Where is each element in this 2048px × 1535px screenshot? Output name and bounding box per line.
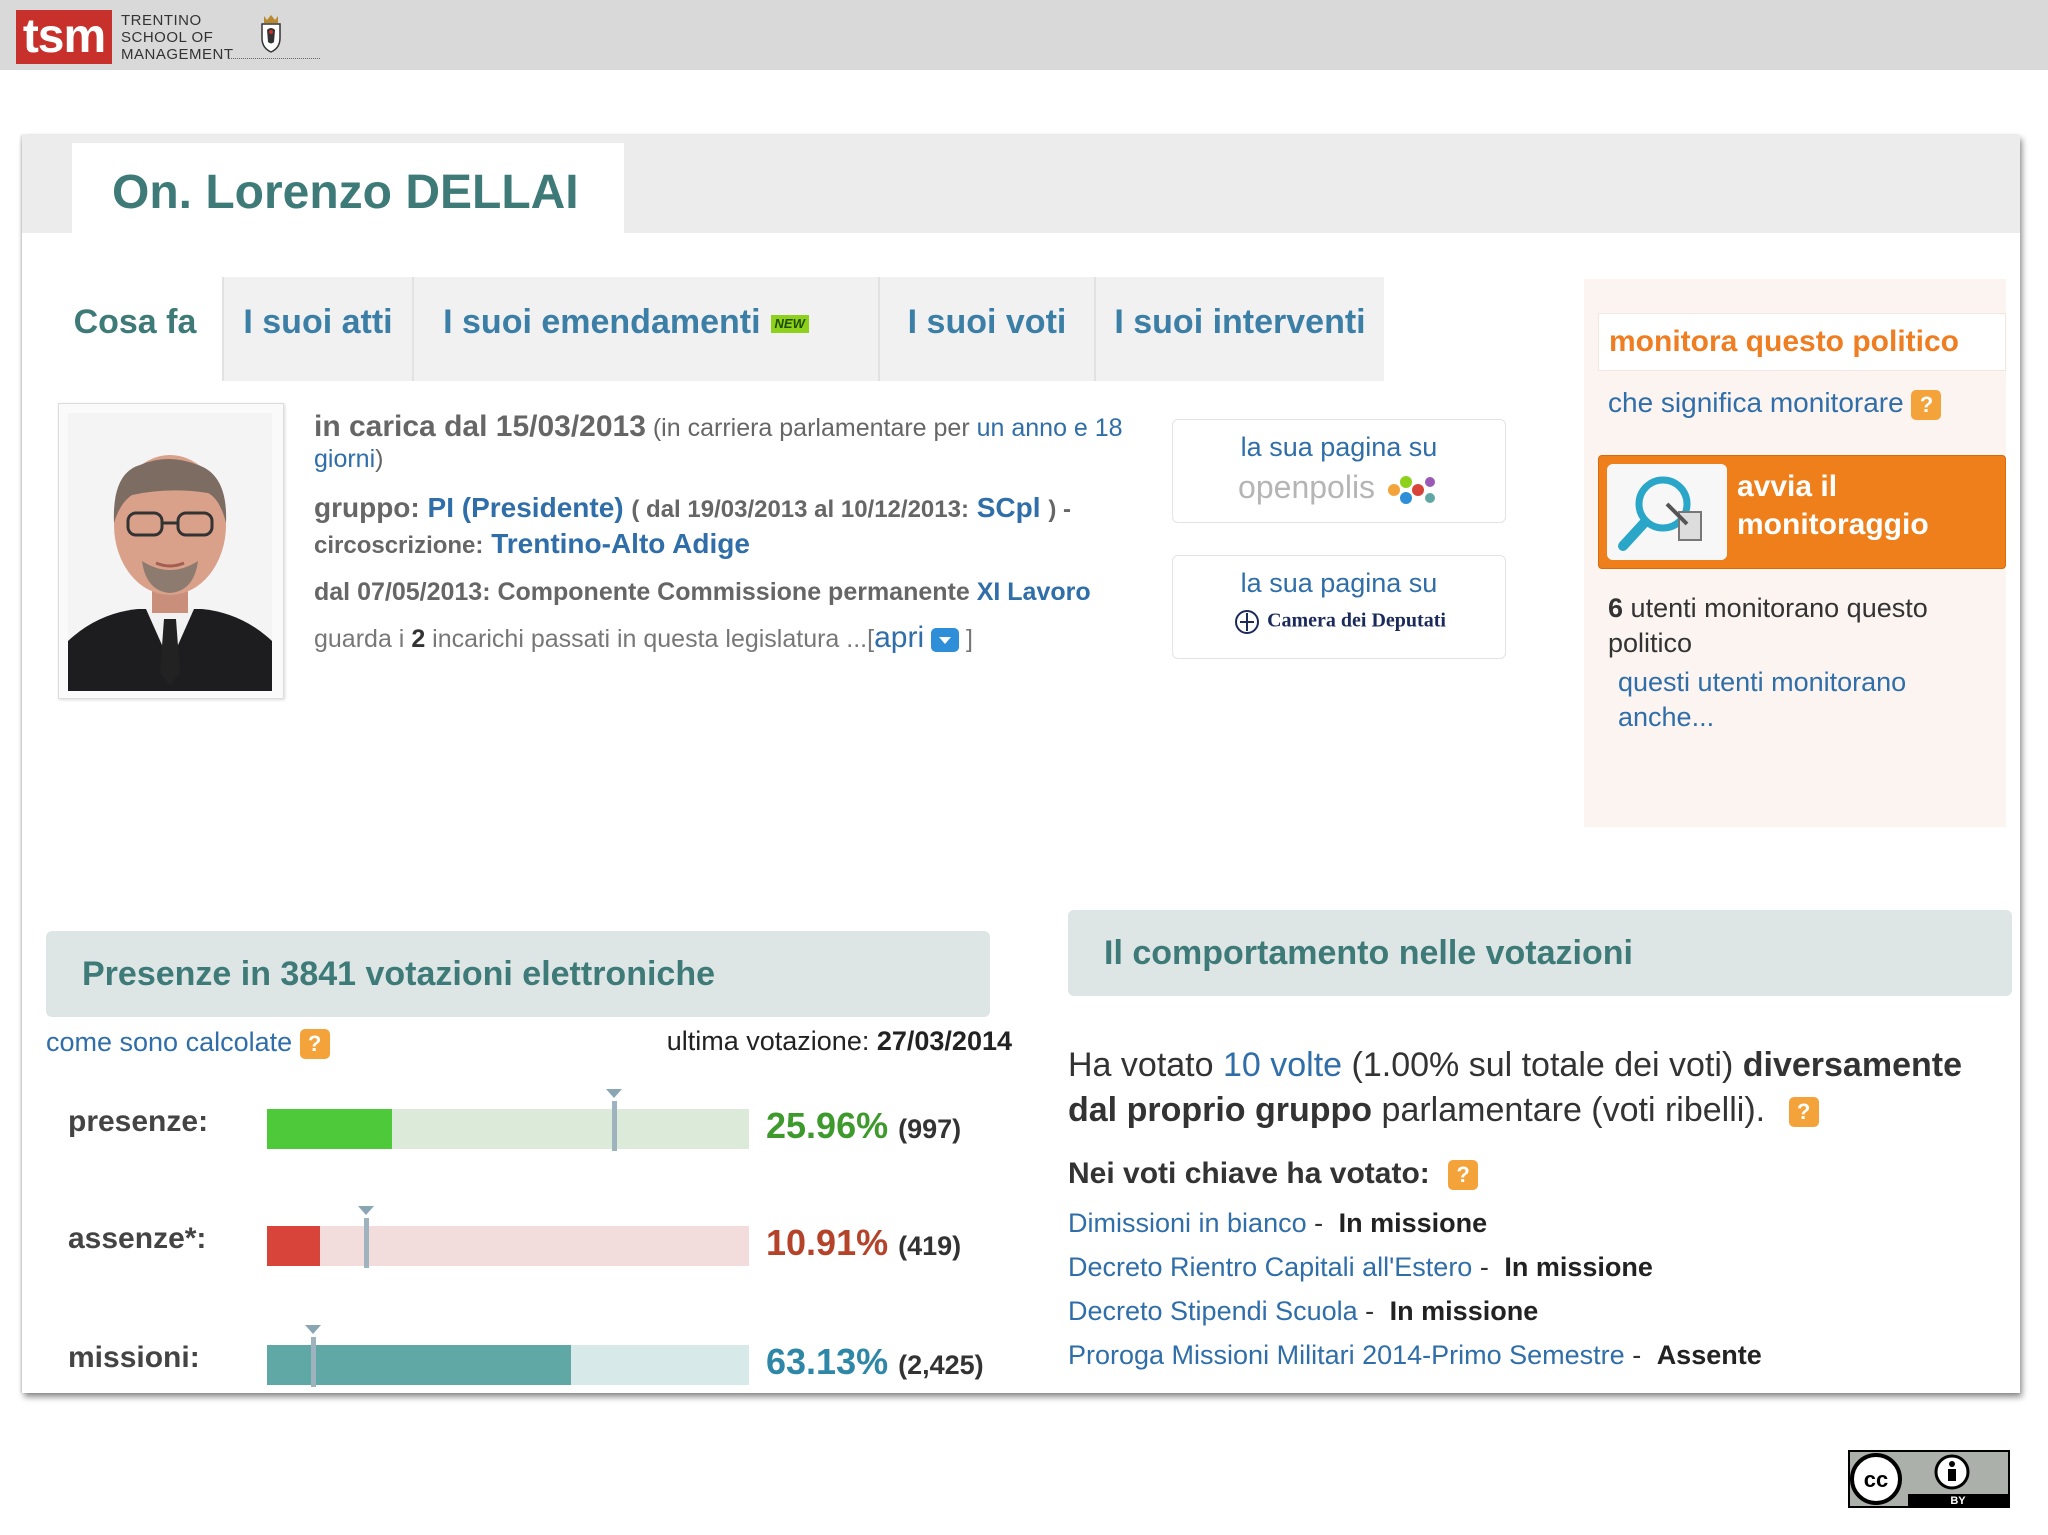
open-past-roles-link[interactable]: apri	[874, 621, 925, 654]
camera-logo: Camera dei Deputati	[1173, 607, 1505, 637]
bar-percent: 10.91%	[766, 1222, 899, 1263]
average-marker	[612, 1101, 618, 1151]
last-vote: ultima votazione: 27/03/2014	[666, 1026, 1012, 1056]
role-line: dal 07/05/2013: Componente Commissione p…	[314, 578, 1091, 606]
group-line: gruppo: PI (Presidente) ( dal 19/03/2013…	[314, 492, 1071, 559]
tab-cosa-fa[interactable]: Cosa fa	[48, 277, 222, 381]
calc-help-link[interactable]: come sono calcolate ?	[46, 1027, 330, 1059]
key-vote-link[interactable]: Dimissioni in bianco	[1068, 1208, 1307, 1238]
monitor-count: 6 utenti monitorano questo politico	[1608, 593, 1928, 658]
tab-separator	[222, 277, 224, 381]
career-duration-link[interactable]: un anno e 18 giorni	[314, 414, 1123, 473]
list-item: Proroga Missioni Militari 2014-Primo Sem…	[1068, 1340, 1762, 1370]
key-vote-link[interactable]: Decreto Stipendi Scuola	[1068, 1296, 1358, 1326]
camera-logo-icon	[1235, 610, 1260, 634]
monitor-also-link[interactable]: questi utenti monitorano anche...	[1618, 667, 1907, 732]
politician-name: On. Lorenzo DELLAI	[112, 166, 579, 219]
politician-photo-frame	[58, 403, 284, 699]
tab-bar: Cosa fa I suoi atti I suoi emendamenti NE…	[48, 277, 1384, 381]
bar-value: 25.96% (997)	[766, 1105, 961, 1147]
average-marker	[310, 1337, 316, 1387]
new-badge: NEW	[770, 315, 809, 334]
openpolis-dots-icon	[1387, 475, 1435, 504]
openpolis-page-box[interactable]: la sua pagina su openpolis	[1172, 419, 1506, 523]
monitor-title: monitora questo politico	[1598, 313, 2006, 371]
rebel-votes-link[interactable]: 10 volte	[1222, 1046, 1343, 1084]
help-icon[interactable]: ?	[1448, 1160, 1479, 1191]
help-icon[interactable]: ?	[1788, 1097, 1819, 1128]
average-marker	[363, 1218, 369, 1268]
politician-card: On. Lorenzo DELLAI Cosa fa I suoi atti I…	[22, 135, 2020, 1393]
bar-percent: 63.13%	[766, 1341, 899, 1382]
tab-separator	[878, 277, 880, 381]
openpolis-logo: openpolis	[1173, 469, 1505, 508]
tab-separator	[1094, 277, 1096, 381]
top-bar: tsm TRENTINO SCHOOL OF MANAGEMENT	[0, 0, 2048, 70]
bar-percent: 25.96%	[766, 1105, 899, 1146]
key-votes-list: Dimissioni in bianco - In missione Decre…	[1068, 1201, 2008, 1377]
list-item: Decreto Rientro Capitali all'Estero - In…	[1068, 1252, 1653, 1282]
past-roles-line: guarda i 2 incarichi passati in questa l…	[314, 621, 973, 654]
bar-fill	[267, 1109, 393, 1149]
commission-link[interactable]: XI Lavoro	[976, 578, 1091, 606]
average-arrow-icon	[357, 1206, 374, 1215]
politician-photo	[68, 413, 272, 691]
key-vote-link[interactable]: Decreto Rientro Capitali all'Estero	[1068, 1252, 1473, 1282]
tab-suoi-voti[interactable]: I suoi voti	[907, 303, 1067, 341]
previous-group-link[interactable]: SCpl	[976, 492, 1041, 523]
bar-fill	[267, 1345, 572, 1385]
monitor-panel: monitora questo politico che significa m…	[1584, 279, 2006, 827]
career-line: in carica dal 15/03/2013 (in carriera pa…	[314, 410, 1123, 473]
bar-label: missioni:	[68, 1341, 200, 1374]
bar-label: presenze:	[68, 1105, 209, 1138]
bar-track	[267, 1206, 749, 1268]
bar-track	[267, 1089, 749, 1151]
bar-fill	[267, 1226, 320, 1266]
bar-count: (997)	[898, 1114, 962, 1144]
tsm-logo-text: TRENTINO SCHOOL OF MANAGEMENT	[121, 12, 234, 63]
help-icon[interactable]: ?	[299, 1028, 330, 1059]
rebel-votes-summary: Ha votato 10 volte (1.00% sul totale dei…	[1068, 1046, 1962, 1129]
behaviour-heading: Il comportamento nelle votazioni	[1068, 910, 2012, 996]
help-icon[interactable]: ?	[1911, 389, 1942, 420]
key-votes-title: Nei voti chiave ha votato: ?	[1068, 1157, 1479, 1191]
key-vote-link[interactable]: Proroga Missioni Militari 2014-Primo Sem…	[1068, 1340, 1625, 1370]
average-arrow-icon	[606, 1089, 623, 1098]
list-item: Decreto Stipendi Scuola - In missione	[1068, 1296, 1539, 1326]
bar-count: (419)	[898, 1231, 962, 1261]
tab-suoi-interventi[interactable]: I suoi interventi	[1114, 303, 1366, 341]
bar-count: (2,425)	[898, 1350, 984, 1380]
group-link[interactable]: PI (Presidente)	[427, 492, 624, 523]
constituency-link[interactable]: Trentino-Alto Adige	[491, 528, 750, 559]
presence-heading: Presenze in 3841 votazioni elettroniche	[46, 931, 990, 1017]
average-arrow-icon	[304, 1325, 321, 1334]
bar-label: assenze*:	[68, 1222, 207, 1255]
tab-suoi-emendamenti[interactable]: I suoi emendamenti NEW	[414, 277, 838, 381]
name-tab: On. Lorenzo DELLAI	[72, 143, 624, 233]
expand-down-icon[interactable]	[931, 628, 960, 653]
cc-by-icon[interactable]: BY cc	[1848, 1450, 2010, 1508]
tab-separator	[412, 277, 414, 381]
bar-track	[267, 1325, 749, 1387]
cc-by-label: BY	[1950, 1495, 1966, 1507]
monitor-help-link[interactable]: che significa monitorare ?	[1608, 387, 1942, 420]
tsm-logo: tsm	[16, 10, 112, 64]
bar-value: 10.91% (419)	[766, 1222, 961, 1264]
svg-text:cc: cc	[1864, 1467, 1888, 1492]
tab-suoi-atti[interactable]: I suoi atti	[243, 303, 393, 341]
politician-info: in carica dal 15/03/2013 (in carriera pa…	[314, 411, 1154, 656]
card-header: On. Lorenzo DELLAI	[22, 135, 2020, 233]
start-monitoring-button[interactable]: avvia il monitoraggio	[1598, 455, 2006, 569]
crest-caption	[228, 58, 320, 61]
list-item: Dimissioni in bianco - In missione	[1068, 1208, 1488, 1238]
bar-value: 63.13% (2,425)	[766, 1341, 984, 1383]
magnifier-icon	[1607, 464, 1727, 560]
provincia-crest-icon	[261, 15, 281, 53]
camera-page-box[interactable]: la sua pagina su Camera dei Deputati	[1172, 555, 1506, 659]
